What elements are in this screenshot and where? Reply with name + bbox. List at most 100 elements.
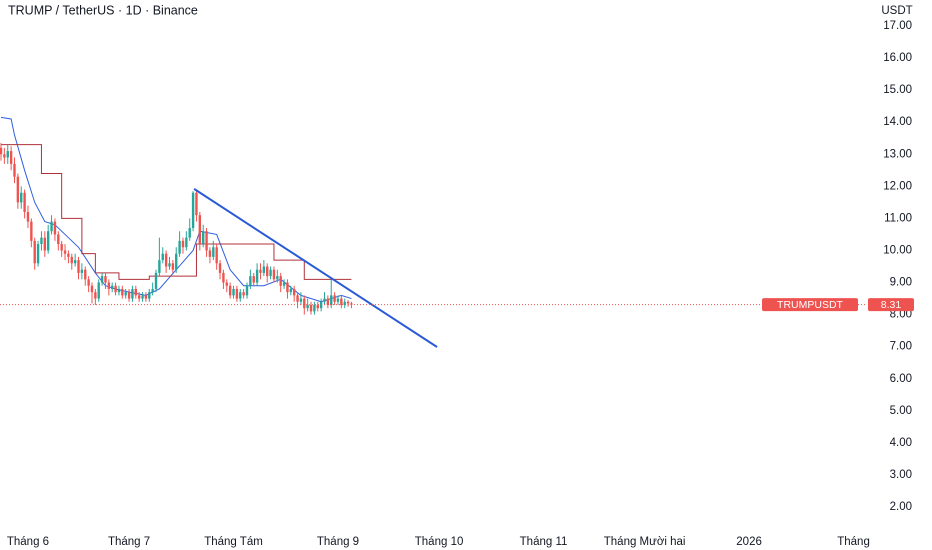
candle-body xyxy=(215,247,218,264)
candle-body xyxy=(346,301,350,304)
candle-body xyxy=(111,285,114,289)
candle-body xyxy=(168,263,171,267)
x-tick-label: Tháng Mười hai xyxy=(604,536,686,548)
candle-body xyxy=(175,253,178,270)
candle-body xyxy=(262,266,266,273)
y-tick-label: 12.00 xyxy=(883,180,912,192)
chart-title: TRUMP / TetherUS · 1D · Binance xyxy=(8,3,198,17)
candle-body xyxy=(161,253,164,261)
candle-body xyxy=(249,276,252,286)
candle-body xyxy=(266,266,269,277)
candle-body xyxy=(296,295,299,302)
candle-body xyxy=(333,295,336,302)
x-tick-label: Tháng 6 xyxy=(7,536,49,548)
candle-body xyxy=(225,282,228,286)
candle-body xyxy=(269,269,272,277)
candle-body xyxy=(242,292,245,296)
candle-body xyxy=(114,285,117,293)
candle-body xyxy=(255,269,259,283)
candle-body xyxy=(46,231,50,251)
x-tick-label: Tháng 10 xyxy=(415,536,464,548)
y-tick-label: 2.00 xyxy=(890,501,912,513)
candle-body xyxy=(30,221,33,241)
candle-body xyxy=(326,298,330,305)
candle-body xyxy=(228,285,232,296)
candle-body xyxy=(232,288,235,296)
candle-body xyxy=(134,288,137,296)
y-tick-label: 10.00 xyxy=(883,245,912,257)
candle-body xyxy=(137,295,141,299)
candle-body xyxy=(0,147,3,155)
candle-body xyxy=(36,244,40,264)
y-tick-label: 9.00 xyxy=(890,277,912,289)
candle-body xyxy=(282,282,286,286)
y-tick-label: 6.00 xyxy=(890,373,912,385)
candle-body xyxy=(299,298,303,302)
y-tick-label: 5.00 xyxy=(890,405,912,417)
candle-body xyxy=(208,250,212,257)
candle-body xyxy=(87,279,90,286)
candle-body xyxy=(205,231,208,251)
candle-body xyxy=(313,304,316,312)
candle-body xyxy=(292,288,296,296)
candle-body xyxy=(124,292,127,296)
candle-body xyxy=(77,260,80,273)
x-tick-label: Tháng 7 xyxy=(108,536,150,548)
candle-body xyxy=(235,288,239,299)
candle-body xyxy=(201,231,205,245)
candle-body xyxy=(23,192,26,212)
candle-body xyxy=(164,253,168,267)
candle-body xyxy=(181,240,185,248)
candle-body xyxy=(107,282,111,289)
candle-body xyxy=(252,276,255,283)
candle-body xyxy=(279,276,282,286)
y-tick-label: 8.00 xyxy=(890,309,912,321)
candle-body xyxy=(195,192,198,216)
symbol-tag-bg xyxy=(762,298,858,312)
candle-body xyxy=(144,295,148,299)
candle-body xyxy=(198,215,202,245)
candle-body xyxy=(151,288,154,293)
candle-body xyxy=(80,269,84,273)
candle-body xyxy=(60,244,63,251)
candle-body xyxy=(6,151,9,158)
candle-body xyxy=(148,292,151,299)
candle-body xyxy=(191,192,195,229)
indicator-line xyxy=(0,116,352,303)
candle-body xyxy=(73,260,77,264)
candle-body xyxy=(245,285,249,296)
candle-body xyxy=(330,295,333,305)
candle-body xyxy=(141,295,144,299)
candle-body xyxy=(158,260,161,273)
y-tick-label: 16.00 xyxy=(883,52,912,64)
candle-body xyxy=(306,304,309,309)
candle-body xyxy=(276,276,279,280)
candle-body xyxy=(323,298,326,302)
y-tick-label: 11.00 xyxy=(884,212,912,224)
candle-body xyxy=(171,263,175,270)
candle-body xyxy=(185,237,188,248)
candle-body xyxy=(67,253,70,257)
y-tick-label: 17.00 xyxy=(883,20,912,32)
x-tick-label: 2026 xyxy=(736,536,762,548)
candle-body xyxy=(53,221,57,235)
candle-body xyxy=(117,288,121,293)
candle-body xyxy=(272,269,276,280)
price-tag: 8.31 xyxy=(881,299,902,311)
candle-body xyxy=(13,163,16,177)
candle-body xyxy=(286,282,289,293)
candle-body xyxy=(222,272,225,283)
y-tick-label: 14.00 xyxy=(883,116,912,128)
candle-body xyxy=(316,304,319,309)
candle-body xyxy=(218,263,222,273)
symbol-tag: TRUMPUSDT xyxy=(777,299,843,311)
candle-body xyxy=(178,240,181,254)
price-tag-bg xyxy=(868,298,914,312)
x-tick-label: Tháng 11 xyxy=(520,536,568,548)
candle-body xyxy=(26,211,30,222)
x-tick-label: Tháng Tám xyxy=(204,536,263,548)
candle-body xyxy=(57,234,60,245)
candle-body xyxy=(9,151,13,164)
x-tick-label: Tháng xyxy=(837,536,870,548)
